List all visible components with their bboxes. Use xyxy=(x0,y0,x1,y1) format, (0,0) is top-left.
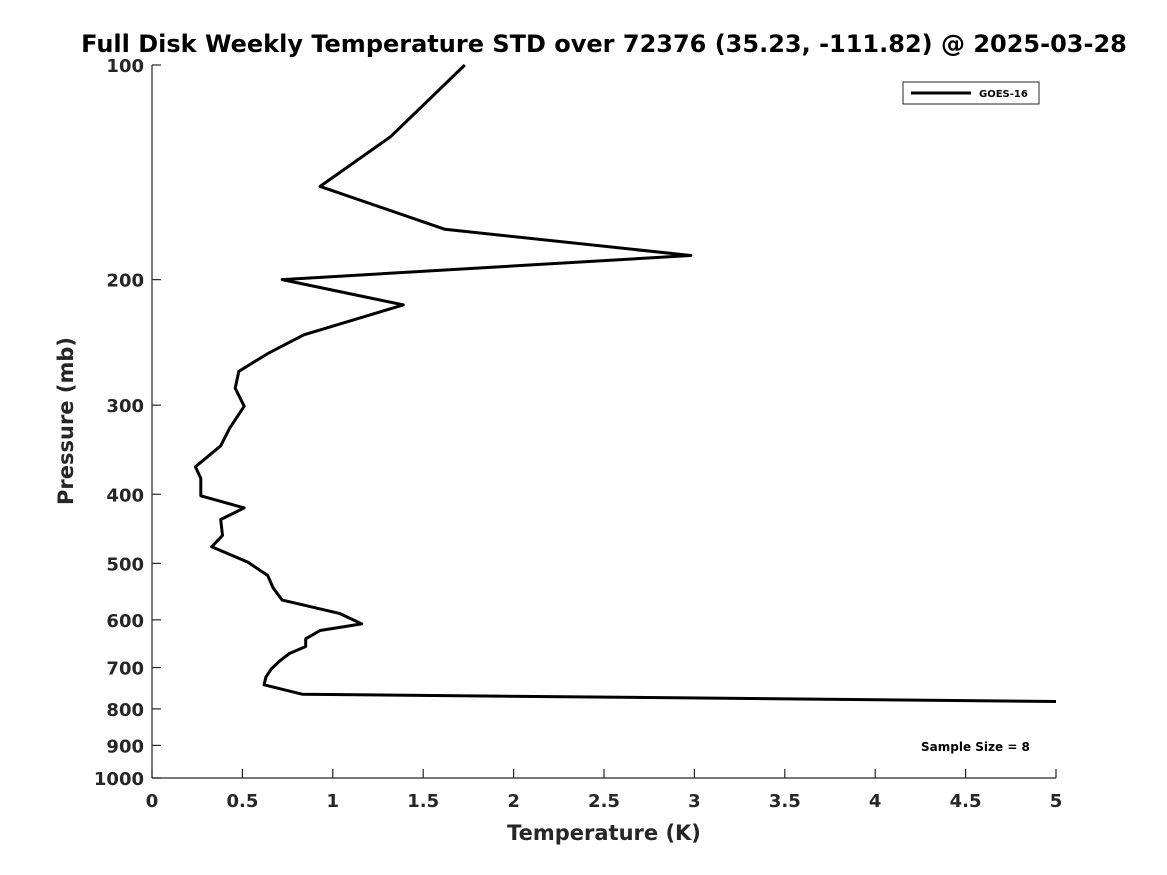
y-tick-label: 500 xyxy=(106,554,144,575)
x-tick-label: 4 xyxy=(869,791,882,812)
y-tick-label: 400 xyxy=(106,485,144,506)
x-tick-label: 3 xyxy=(688,791,701,812)
y-tick-label: 800 xyxy=(106,700,144,721)
y-ticks: 100 200 300 400 500 600 700 800 900 1000 xyxy=(94,56,161,790)
x-tick-label: 0.5 xyxy=(226,791,258,812)
sample-size-annotation: Sample Size = 8 xyxy=(921,740,1030,754)
x-ticks: 0 0.5 1 1.5 2 2.5 3 3.5 4 4.5 5 xyxy=(146,769,1063,812)
y-tick-label: 100 xyxy=(106,56,144,77)
plot-axes xyxy=(151,65,1056,779)
y-axis-label: Pressure (mb) xyxy=(54,337,78,505)
series-line-goes-16 xyxy=(193,63,1057,703)
x-tick-label: 3.5 xyxy=(769,791,801,812)
y-tick-label: 600 xyxy=(106,611,144,632)
legend-label: GOES-16 xyxy=(979,89,1028,100)
y-tick-label: 900 xyxy=(106,736,144,757)
legend: GOES-16 xyxy=(902,81,1040,105)
x-axis-label: Temperature (K) xyxy=(507,821,701,845)
x-tick-label: 1 xyxy=(327,791,340,812)
y-tick-label: 700 xyxy=(106,659,144,680)
x-tick-label: 0 xyxy=(146,791,159,812)
x-tick-label: 2 xyxy=(507,791,520,812)
x-tick-label: 5 xyxy=(1050,791,1063,812)
x-tick-label: 4.5 xyxy=(950,791,982,812)
y-tick-label: 200 xyxy=(106,271,144,292)
y-tick-label: 1000 xyxy=(94,769,144,790)
y-tick-label: 300 xyxy=(106,396,144,417)
x-tick-label: 1.5 xyxy=(407,791,439,812)
x-tick-label: 2.5 xyxy=(588,791,620,812)
chart-title: Full Disk Weekly Temperature STD over 72… xyxy=(81,30,1127,58)
